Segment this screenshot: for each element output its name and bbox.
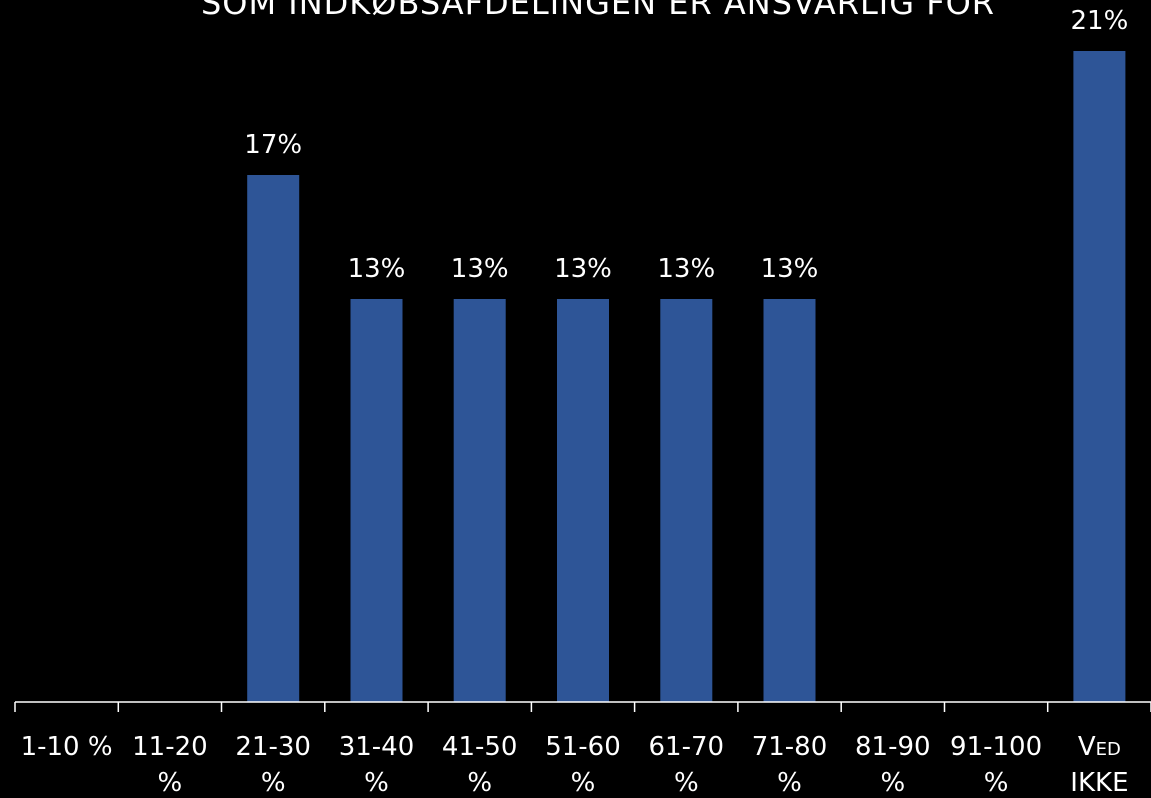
- x-tick-label-8-0: 81-90: [855, 732, 931, 762]
- x-tick-label-10-1: IKKE: [1070, 768, 1128, 798]
- data-label-10: 21%: [1071, 6, 1129, 36]
- x-tick-labels-group: 1-10 % 11-20% 21-30% 31-40% 41-50% 51-60% 61-7…: [21, 732, 1129, 798]
- data-label-6: 13%: [657, 254, 715, 284]
- chart-title: SOM INDKØBSAFDELINGEN ER ANSVARLIG FOR: [201, 0, 995, 22]
- x-tick-label-4-1: %: [467, 768, 492, 798]
- bar-5: [557, 299, 609, 702]
- x-tick-label-7-1: %: [777, 768, 802, 798]
- x-tick-label-6-0: 61-70: [649, 732, 725, 762]
- data-label-5: 13%: [554, 254, 612, 284]
- x-tick-label-8-1: %: [880, 768, 905, 798]
- x-tick-label-6-1: %: [674, 768, 699, 798]
- bar-2: [247, 175, 299, 702]
- x-tick-label-5-1: %: [571, 768, 596, 798]
- bars-group: [247, 51, 1125, 702]
- x-tick-label-3-1: %: [364, 768, 389, 798]
- x-tick-label-1-1: %: [158, 768, 183, 798]
- x-tick-label-2-1: %: [261, 768, 286, 798]
- bar-10: [1073, 51, 1125, 702]
- x-tick-label-4-0: 41-50: [442, 732, 518, 762]
- data-labels-group: 17% 13% 13% 13% 13% 13% 21%: [244, 6, 1128, 284]
- x-tick-label-9-0: 91-100: [950, 732, 1042, 762]
- data-label-7: 13%: [761, 254, 819, 284]
- data-label-3: 13%: [348, 254, 406, 284]
- data-label-2: 17%: [244, 130, 302, 160]
- x-axis: [15, 702, 1151, 712]
- x-tick-label-7-0: 71-80: [752, 732, 828, 762]
- x-tick-label-0-0: 1-10 %: [21, 732, 113, 762]
- x-tick-label-3-0: 31-40: [339, 732, 415, 762]
- bar-7: [764, 299, 816, 702]
- data-label-4: 13%: [451, 254, 509, 284]
- bar-3: [351, 299, 403, 702]
- x-tick-label-9-1: %: [984, 768, 1009, 798]
- bar-4: [454, 299, 506, 702]
- bar-6: [660, 299, 712, 702]
- x-tick-label-2-0: 21-30: [235, 732, 311, 762]
- x-tick-label-5-0: 51-60: [545, 732, 621, 762]
- x-tick-label-1-0: 11-20: [132, 732, 208, 762]
- x-tick-label-10-0: VED: [1078, 732, 1121, 762]
